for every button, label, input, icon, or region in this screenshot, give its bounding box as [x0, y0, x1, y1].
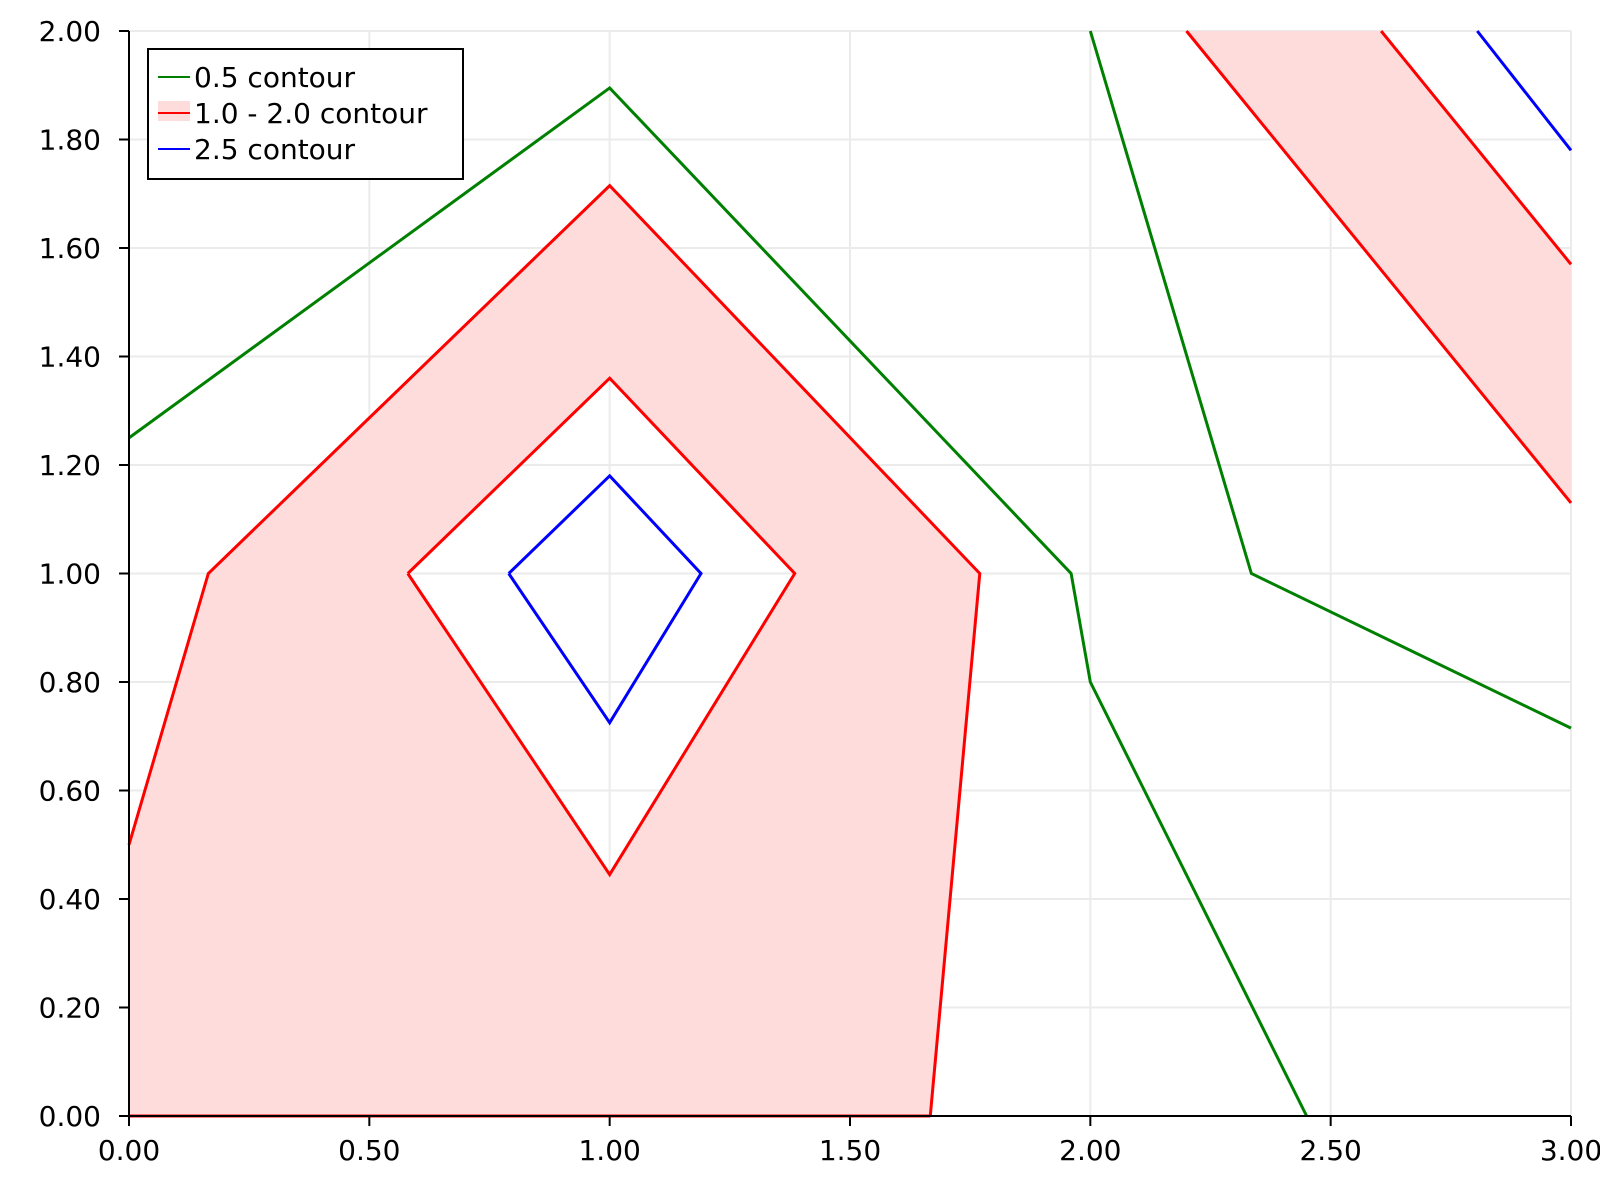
legend-swatch-fill — [158, 101, 190, 121]
y-tick-label: 2.00 — [39, 15, 101, 48]
x-axis-ticks: 0.00 0.50 1.00 1.50 2.00 2.50 3.00 — [98, 1116, 1600, 1167]
y-tick-label: 1.00 — [39, 558, 101, 591]
contour-line-1 — [1185, 30, 1573, 504]
x-tick-label: 1.00 — [578, 1134, 640, 1167]
x-tick-label: 2.00 — [1059, 1134, 1121, 1167]
y-tick-label: 1.20 — [39, 449, 101, 482]
x-tick-label: 1.50 — [819, 1134, 881, 1167]
contour-line-0.5 — [128, 85, 1308, 1117]
y-tick-label: 0.20 — [39, 992, 101, 1025]
y-tick-label: 1.60 — [39, 232, 101, 265]
contour-line-0.5 — [1088, 30, 1572, 730]
contour-line-2 — [406, 376, 797, 878]
y-tick-label: 1.80 — [39, 124, 101, 157]
y-tick-label: 0.60 — [39, 775, 101, 808]
y-tick-label: 0.40 — [39, 883, 101, 916]
contour-fill-band-left — [129, 185, 980, 1117]
x-tick-label: 3.00 — [1540, 1134, 1600, 1167]
contour-line-2.5 — [1476, 30, 1573, 152]
contour-line-2 — [1379, 30, 1573, 266]
y-tick-label: 0.00 — [39, 1100, 101, 1133]
y-tick-label: 0.80 — [39, 666, 101, 699]
x-tick-label: 0.00 — [98, 1134, 160, 1167]
y-axis-ticks: 0.00 0.20 0.40 0.60 0.80 1.00 1.20 1.40 1.60 1.80… — [39, 15, 129, 1133]
legend-box — [147, 48, 464, 180]
contour-line-2.5 — [507, 473, 703, 726]
legend-label: 1.0 - 2.0 contour — [194, 97, 428, 130]
x-tick-label: 2.50 — [1299, 1134, 1361, 1167]
contour-line-1 — [127, 183, 982, 1117]
legend-label: 0.5 contour — [194, 61, 356, 94]
legend-label: 2.5 contour — [194, 133, 356, 166]
x-tick-label: 0.50 — [338, 1134, 400, 1167]
y-tick-label: 1.40 — [39, 341, 101, 374]
